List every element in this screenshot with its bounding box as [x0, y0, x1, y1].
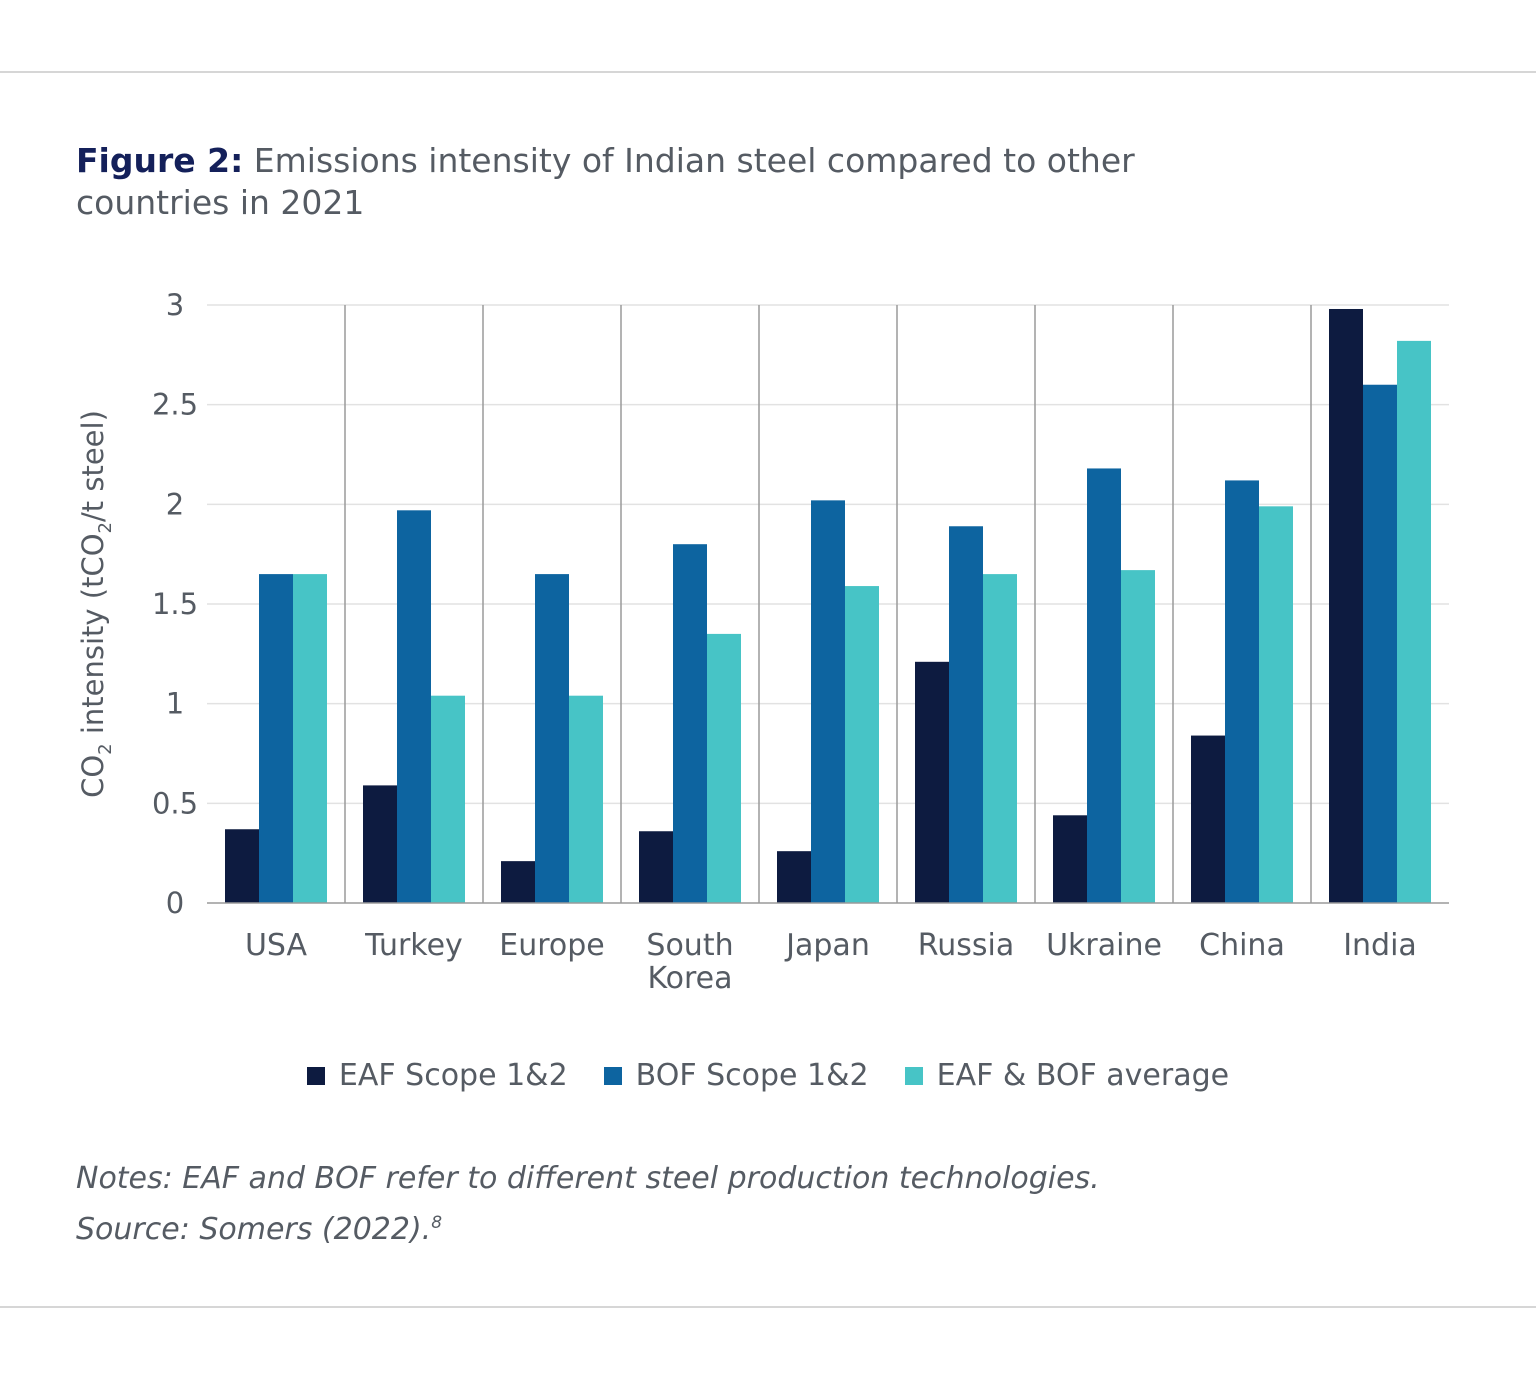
x-axis-categories: USA Turkey Europe South Korea Japan Russia Ukra…	[245, 928, 1417, 996]
bar	[1363, 384, 1397, 903]
figure-label: Figure 2:	[76, 141, 244, 180]
x-tick-label: Europe	[499, 928, 605, 963]
notes: Notes: EAF and BOF refer to different st…	[76, 1156, 1376, 1252]
y-tick-label: 0.5	[152, 786, 198, 820]
legend-label: BOF Scope 1&2	[635, 1058, 869, 1093]
bar	[949, 526, 983, 903]
bar	[501, 861, 535, 903]
top-divider	[0, 71, 1536, 73]
legend-label: EAF Scope 1&2	[338, 1058, 568, 1093]
legend-label: EAF & BOF average	[936, 1058, 1230, 1093]
bar	[259, 574, 293, 903]
bar-chart: 0 0.5 1 1.5 2 2.5 3 USA Turkey Europe South Korea J…	[76, 288, 1449, 996]
bar	[1259, 506, 1293, 903]
bar	[811, 500, 845, 903]
x-tick-label: India	[1343, 928, 1417, 963]
figure-title: Figure 2: Emissions intensity of Indian …	[76, 140, 1226, 224]
bar	[293, 574, 327, 903]
bar	[1225, 480, 1259, 903]
bar	[707, 633, 741, 903]
bar	[535, 574, 569, 903]
bar	[431, 695, 465, 903]
bar	[225, 829, 259, 903]
bar	[915, 661, 949, 903]
bar	[363, 785, 397, 903]
legend: EAF Scope 1&2 BOF Scope 1&2 EAF & BOF aver…	[0, 1058, 1536, 1093]
y-tick-label: 3	[166, 288, 184, 322]
legend-item: BOF Scope 1&2	[603, 1058, 869, 1093]
x-tick-label: Japan	[784, 928, 870, 963]
bar	[1121, 570, 1155, 903]
bar	[673, 544, 707, 903]
x-tick-label: USA	[245, 928, 308, 963]
bar	[1191, 735, 1225, 903]
notes-line: Notes: EAF and BOF refer to different st…	[76, 1161, 1100, 1196]
legend-swatch	[904, 1066, 923, 1085]
x-tick-label: China	[1199, 928, 1285, 963]
bar	[1397, 340, 1431, 903]
x-tick-label: Turkey	[364, 928, 463, 963]
bar	[1329, 308, 1363, 903]
footnote-ref: 8	[431, 1213, 443, 1233]
figure-title-text: Emissions intensity of Indian steel comp…	[76, 141, 1135, 222]
bar	[845, 586, 879, 903]
bar	[397, 510, 431, 903]
bar	[1053, 815, 1087, 903]
bar	[1087, 468, 1121, 903]
y-axis-title: CO2 intensity (tCO2/t steel)	[76, 410, 116, 798]
bars	[225, 308, 1431, 903]
source-line: Source: Somers (2022).8	[76, 1201, 1376, 1252]
y-axis-ticks: 0 0.5 1 1.5 2 2.5 3	[152, 288, 198, 920]
legend-swatch	[603, 1066, 622, 1085]
bar	[569, 695, 603, 903]
legend-swatch	[306, 1066, 325, 1085]
source-text: Source: Somers (2022).	[76, 1212, 432, 1247]
x-tick-label: Russia	[918, 928, 1015, 963]
y-tick-label: 0	[166, 886, 184, 920]
bottom-divider	[0, 1306, 1536, 1308]
bar	[639, 831, 673, 903]
bar	[777, 851, 811, 903]
legend-item: EAF & BOF average	[904, 1058, 1230, 1093]
category-separators	[344, 305, 1312, 903]
legend-item: EAF Scope 1&2	[306, 1058, 568, 1093]
y-tick-label: 1.5	[152, 587, 198, 621]
x-tick-label: Ukraine	[1046, 928, 1162, 963]
y-tick-label: 2	[166, 487, 184, 521]
bar	[983, 574, 1017, 903]
x-tick-label: South Korea	[646, 928, 733, 996]
y-tick-label: 1	[166, 687, 184, 721]
y-tick-label: 2.5	[152, 388, 198, 422]
